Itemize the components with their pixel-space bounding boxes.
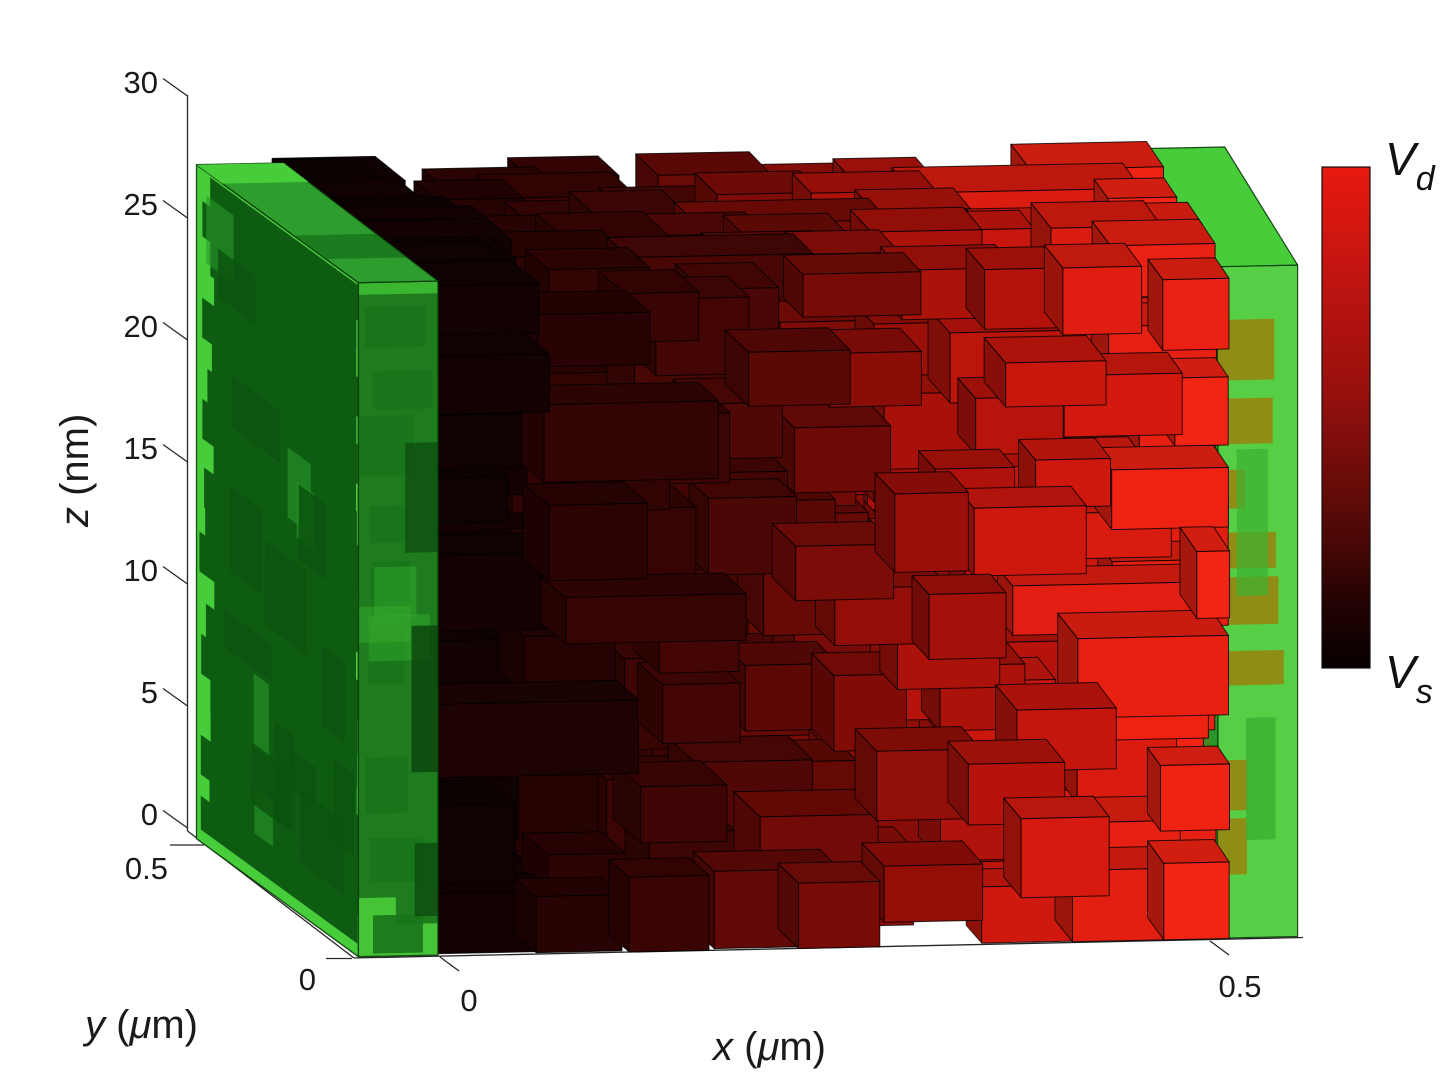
svg-text:30: 30 (124, 65, 158, 100)
svg-text:25: 25 (124, 187, 158, 222)
svg-text:5: 5 (141, 675, 158, 710)
svg-text:10: 10 (124, 553, 158, 588)
svg-text:0.5: 0.5 (1218, 969, 1261, 1004)
svg-text:15: 15 (124, 431, 158, 466)
svg-text:0: 0 (460, 983, 477, 1018)
svg-text:20: 20 (124, 309, 158, 344)
svg-text:0: 0 (299, 962, 316, 997)
svg-text:z (nm): z (nm) (53, 414, 97, 528)
svg-text:x (μm): x (μm) (711, 1025, 826, 1069)
svg-text:0.5: 0.5 (125, 851, 168, 886)
svg-text:0: 0 (141, 797, 158, 832)
svg-text:y (μm): y (μm) (82, 1003, 198, 1047)
